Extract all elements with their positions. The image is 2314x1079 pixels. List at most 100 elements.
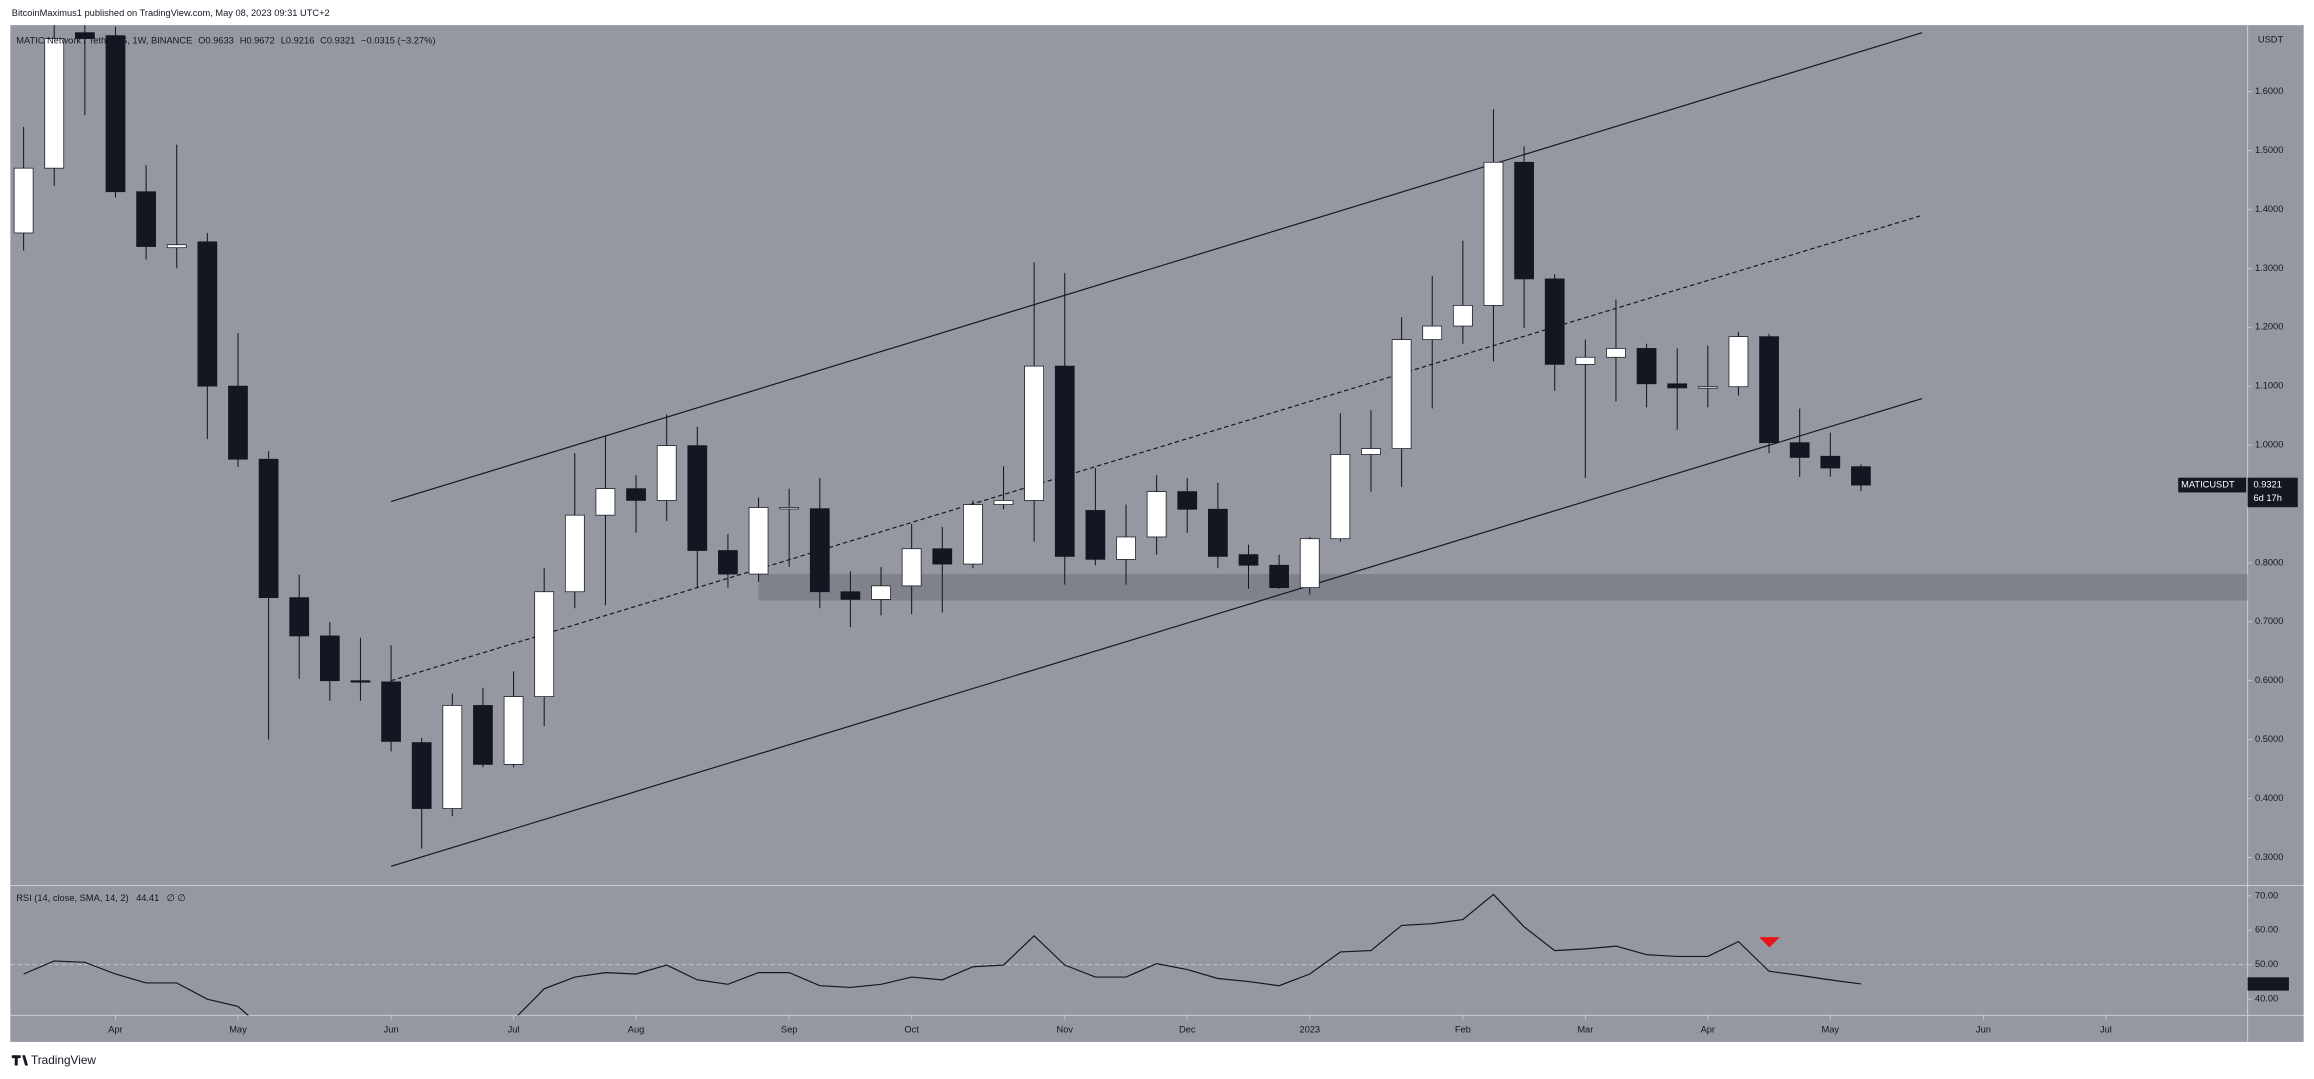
y-tick-label: 1.6000	[2255, 86, 2283, 96]
candle-body	[1054, 365, 1075, 557]
signal-marker	[1759, 937, 1780, 948]
y-tick-label: 1.2000	[2255, 322, 2283, 332]
x-tick-label: Sep	[781, 1025, 798, 1035]
candle-body	[1177, 491, 1198, 510]
candle-body	[1391, 339, 1412, 449]
candle-body	[289, 597, 310, 637]
footer-logo: TradingView	[11, 1053, 96, 1067]
candle-body	[1299, 538, 1320, 588]
candle-body	[1728, 336, 1749, 388]
legend-key: O	[198, 36, 205, 46]
candle-body	[534, 591, 555, 697]
legend-title: MATIC Network / TetherUS, 1W, BINANCE	[16, 36, 192, 46]
y-tick-label: 0.4000	[2255, 793, 2283, 803]
candle-body	[1820, 455, 1841, 469]
y-tick-label: 1.1000	[2255, 381, 2283, 391]
candle-body	[1575, 356, 1596, 365]
candle-body	[381, 681, 401, 742]
x-tick-label: Jun	[384, 1025, 399, 1035]
legend-value: 0.9321	[327, 36, 355, 46]
candle-body	[1483, 161, 1504, 306]
rsi-tag	[2247, 977, 2289, 991]
candle-body	[840, 591, 861, 600]
candle-body	[75, 32, 95, 39]
price-tag-label: 0.9321	[2253, 480, 2281, 490]
y-tick-label: 0.5000	[2255, 734, 2283, 744]
trend-line	[390, 214, 1923, 682]
legend-value: 0.9672	[246, 36, 274, 46]
candle-body	[993, 500, 1014, 505]
candle-body	[1606, 348, 1626, 358]
x-tick-label: Nov	[1057, 1025, 1074, 1035]
main-legend: MATIC Network / TetherUS, 1W, BINANCE O 0.…	[16, 36, 435, 46]
candle-body	[1208, 508, 1228, 557]
candle-body	[595, 488, 616, 516]
trend-line	[390, 397, 1923, 867]
candle-body	[1667, 383, 1688, 389]
rsi-legend: RSI (14, close, SMA, 14, 2) 44.41 ∅ ∅	[16, 893, 185, 903]
candle-body	[503, 696, 524, 765]
candle-body	[166, 244, 187, 249]
y-tick-label: 0.3000	[2255, 852, 2283, 862]
publisher: BitcoinMaximus1 published on TradingView…	[12, 8, 330, 18]
candle-body	[1422, 325, 1443, 340]
legend-key: C	[320, 36, 327, 46]
candle-body	[228, 385, 248, 460]
x-tick-label: May	[229, 1025, 247, 1035]
trend-line	[390, 32, 1923, 503]
candle-body	[1361, 448, 1381, 455]
candle-body	[809, 508, 830, 593]
y-tick-label: 0.6000	[2255, 675, 2283, 685]
symbol-tag	[2178, 477, 2247, 493]
y-tick-label: 40.00	[2255, 994, 2278, 1004]
candle-body	[687, 445, 708, 551]
currency: USDT	[2258, 34, 2284, 44]
y-tick-label: 70.00	[2255, 890, 2278, 900]
x-tick-label: Dec	[1179, 1025, 1196, 1035]
candle-body	[1789, 442, 1810, 458]
candle-body	[442, 705, 463, 809]
y-tick-label: 0.8000	[2255, 557, 2283, 567]
candle-body	[319, 635, 340, 682]
axes: 0.30000.40000.50000.60000.70000.80000.90…	[108, 86, 2298, 1035]
y-tick-label: 1.4000	[2255, 204, 2283, 214]
candle-body	[779, 507, 800, 510]
candle-body	[901, 548, 922, 587]
candle-body	[1116, 536, 1136, 560]
legend-change: −0.0315 (−3.27%)	[361, 36, 435, 46]
rsi-line	[23, 893, 1862, 1016]
legend-value: 44.41	[136, 893, 159, 903]
candle-body	[1085, 510, 1106, 560]
x-tick-label: Apr	[1701, 1025, 1715, 1035]
candle-body	[136, 191, 156, 247]
y-tick-label: 0.7000	[2255, 616, 2283, 626]
candle-body	[411, 742, 432, 809]
x-tick-label: Apr	[108, 1025, 122, 1035]
x-tick-label: Aug	[628, 1025, 645, 1035]
candle-body	[1024, 365, 1045, 501]
x-tick-label: Mar	[1577, 1025, 1593, 1035]
candle-body	[1544, 278, 1565, 365]
candle-body	[1146, 491, 1167, 538]
y-tick-label: 60.00	[2255, 925, 2278, 935]
candle-body	[197, 241, 218, 387]
candle-body	[350, 680, 371, 683]
x-tick-label: Jul	[2100, 1025, 2112, 1035]
candle-body	[1330, 454, 1351, 540]
y-tick-label: 1.3000	[2255, 263, 2283, 273]
candle-body	[1636, 348, 1657, 385]
price-pane	[13, 25, 2248, 867]
legend-key: L	[281, 36, 286, 46]
candle-body	[1851, 466, 1871, 486]
legend-title: RSI (14, close, SMA, 14, 2)	[16, 893, 128, 903]
x-tick-label: Jul	[508, 1025, 520, 1035]
y-tick-label: 1.0000	[2255, 440, 2283, 450]
x-tick-label: Jun	[1976, 1025, 1991, 1035]
y-tick-label: 1.5000	[2255, 145, 2283, 155]
symbol-tag-label: MATICUSDT	[2181, 480, 2235, 490]
candle-body	[656, 445, 677, 501]
y-tick-label: 50.00	[2255, 959, 2278, 969]
candle-body	[1238, 554, 1259, 566]
